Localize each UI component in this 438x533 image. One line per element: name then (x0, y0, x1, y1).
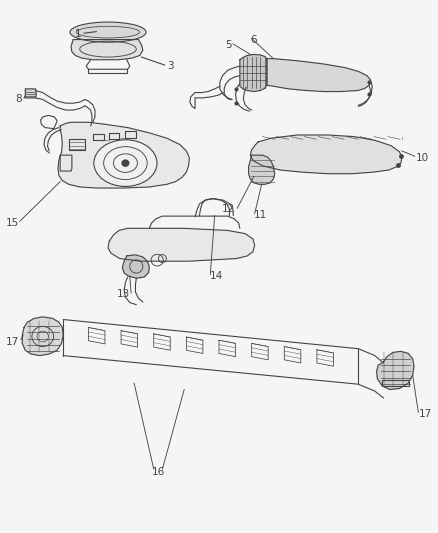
Ellipse shape (122, 160, 129, 166)
Bar (382, 381, 409, 386)
Text: 6: 6 (251, 35, 257, 45)
Ellipse shape (70, 22, 146, 42)
Polygon shape (240, 54, 267, 92)
Polygon shape (377, 351, 414, 390)
Polygon shape (25, 89, 36, 98)
Text: 12: 12 (223, 204, 236, 214)
Text: 10: 10 (416, 153, 429, 163)
Polygon shape (22, 317, 63, 356)
Text: 11: 11 (254, 209, 267, 220)
Polygon shape (267, 59, 371, 92)
Text: 17: 17 (6, 337, 19, 347)
Text: 1: 1 (75, 29, 82, 39)
Text: 17: 17 (419, 409, 432, 419)
Text: 8: 8 (16, 94, 22, 104)
Text: 13: 13 (117, 289, 130, 299)
Text: 15: 15 (6, 218, 19, 228)
Ellipse shape (94, 140, 157, 187)
Polygon shape (122, 255, 149, 278)
Polygon shape (71, 39, 143, 60)
Text: 3: 3 (167, 61, 173, 71)
Polygon shape (249, 155, 275, 184)
Text: 14: 14 (209, 271, 223, 281)
Text: 16: 16 (152, 467, 165, 477)
Polygon shape (108, 228, 254, 261)
Polygon shape (58, 122, 189, 188)
Polygon shape (251, 135, 402, 174)
Text: 5: 5 (226, 40, 232, 50)
